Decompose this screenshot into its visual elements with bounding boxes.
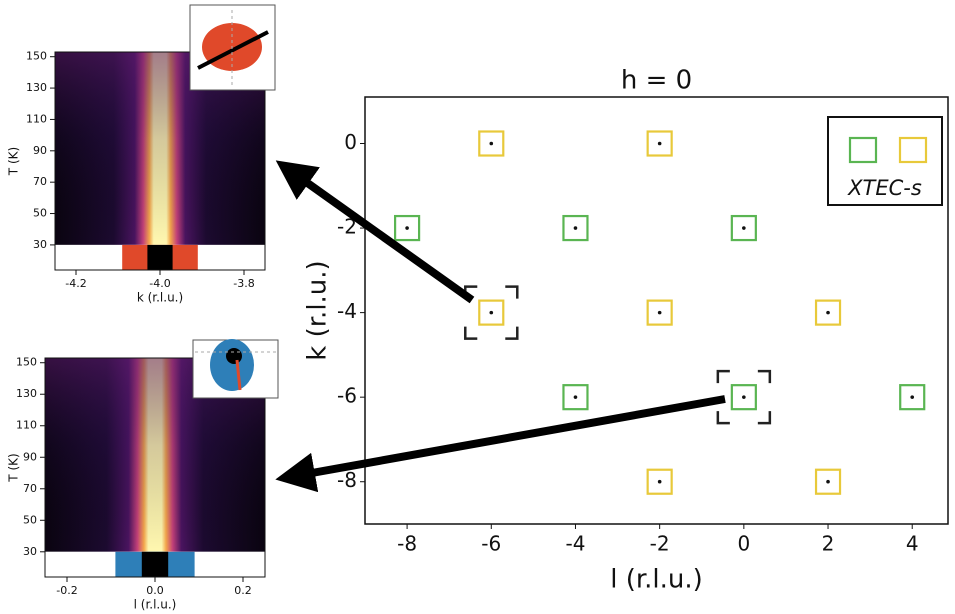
x-axis-label: l (r.l.u.) xyxy=(134,598,177,612)
y-tick-label: 150 xyxy=(16,356,37,369)
point xyxy=(489,141,494,146)
x-axis-label: k (r.l.u.) xyxy=(137,291,183,305)
thumbnail xyxy=(192,339,279,399)
plot-layer: h = 0 XTEC-s -8 -6 -4 -2 0 2 4 0 -2 -4 -6 -8 l (r.l.u.… xyxy=(7,50,949,612)
y-axis-label: T (K) xyxy=(7,147,21,176)
point xyxy=(910,395,915,399)
x-tick-label: 0.0 xyxy=(146,584,164,597)
y-tick-label: 110 xyxy=(16,419,37,432)
point xyxy=(573,395,578,399)
highlight-bracket xyxy=(716,369,772,425)
x-tick-label: 0.2 xyxy=(234,584,252,597)
y-tick-label: 90 xyxy=(33,144,47,157)
x-tick-label: -8 xyxy=(397,532,417,556)
y-axis-label: T (K) xyxy=(7,453,21,482)
point-box xyxy=(730,214,757,242)
legend-swatch xyxy=(848,136,878,164)
x-tick-label: 0 xyxy=(737,532,750,556)
y-tick-label: 130 xyxy=(16,387,37,400)
x-tick-label: -3.8 xyxy=(233,277,254,290)
x-tick-label: -4.2 xyxy=(65,277,86,290)
y-tick-label: -8 xyxy=(337,468,357,492)
y-tick-label: 130 xyxy=(26,81,47,94)
y-tick-label: -2 xyxy=(337,215,357,239)
x-tick-label: -4 xyxy=(565,532,585,556)
point xyxy=(742,226,746,230)
mask-center xyxy=(147,244,173,270)
point xyxy=(489,310,494,315)
y-tick-label: -6 xyxy=(337,384,357,408)
x-axis-label: l (r.l.u.) xyxy=(610,565,703,595)
x-tick-label: -6 xyxy=(481,532,501,556)
x-tick-label: 4 xyxy=(906,532,919,556)
arrow xyxy=(275,395,726,493)
y-tick-label: 110 xyxy=(26,112,47,125)
point xyxy=(657,310,662,315)
mask-center xyxy=(141,551,169,577)
arrow xyxy=(275,160,475,304)
point xyxy=(742,395,746,399)
y-tick-label: 30 xyxy=(23,545,37,558)
x-tick-label: -4.0 xyxy=(149,277,170,290)
point xyxy=(657,479,662,484)
axes-frame xyxy=(364,96,949,525)
highlight-bracket xyxy=(464,285,519,340)
y-tick-label: 30 xyxy=(33,238,47,251)
y-tick-label: 50 xyxy=(33,207,47,220)
point xyxy=(657,141,662,146)
y-tick-label: 0 xyxy=(344,130,357,154)
point xyxy=(405,226,409,230)
legend-label: XTEC-s xyxy=(847,176,922,200)
point xyxy=(826,479,830,484)
y-axis-label: k (r.l.u.) xyxy=(303,260,333,360)
x-tick-label: -2 xyxy=(650,532,670,556)
y-tick-label: 90 xyxy=(23,450,37,463)
thumbnail xyxy=(189,4,276,91)
point-box xyxy=(393,214,421,242)
y-tick-label: 150 xyxy=(26,50,47,63)
legend-swatch xyxy=(898,136,928,164)
y-tick-label: -4 xyxy=(337,299,357,323)
chart-title: h = 0 xyxy=(621,66,692,96)
y-tick-label: 70 xyxy=(23,482,37,495)
point xyxy=(573,226,578,230)
y-tick-label: 50 xyxy=(23,513,37,526)
point xyxy=(826,310,830,315)
x-tick-label: -0.2 xyxy=(56,584,77,597)
point-box xyxy=(478,130,505,157)
x-tick-label: 2 xyxy=(822,532,835,556)
y-tick-label: 70 xyxy=(33,175,47,188)
